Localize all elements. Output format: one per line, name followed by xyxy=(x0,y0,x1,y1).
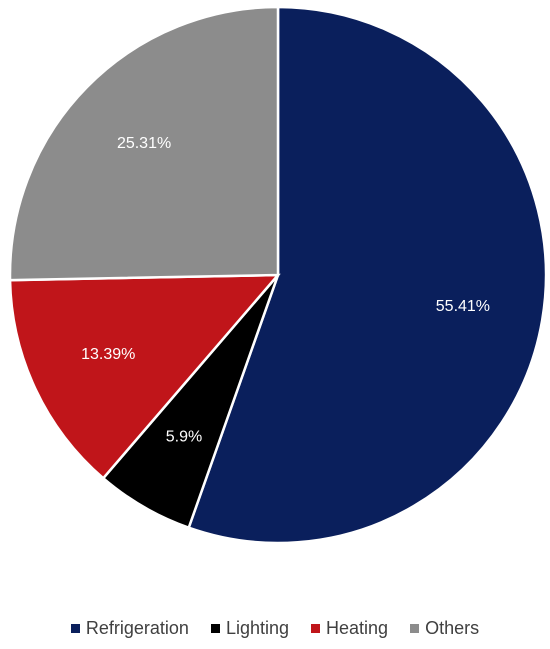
data-label-others: 25.31% xyxy=(117,135,171,152)
legend-swatch-others xyxy=(410,624,420,633)
legend-swatch-refrigeration xyxy=(70,624,80,633)
data-label-heating: 13.39% xyxy=(81,346,135,363)
legend-item-refrigeration: Refrigeration xyxy=(70,618,189,639)
pie-slices xyxy=(8,5,548,545)
legend-item-others: Others xyxy=(410,618,479,639)
legend-swatch-heating xyxy=(311,624,321,633)
pie-data-labels: 55.41% 5.9% 13.39% 25.31% xyxy=(81,135,490,446)
legend-swatch-lighting xyxy=(210,624,220,633)
data-label-refrigeration: 55.41% xyxy=(436,298,490,315)
legend-item-lighting: Lighting xyxy=(210,618,290,639)
legend-label-lighting: Lighting xyxy=(225,618,290,638)
pie-slice-others xyxy=(8,5,280,282)
legend-label-heating: Heating xyxy=(326,618,389,638)
chart-legend: Refrigeration Lighting Heating Others xyxy=(0,618,550,639)
legend-label-refrigeration: Refrigeration xyxy=(85,618,189,638)
legend-item-heating: Heating xyxy=(311,618,388,639)
pie-slice-heating xyxy=(8,273,281,480)
data-label-lighting: 5.9% xyxy=(166,429,202,446)
legend-label-others: Others xyxy=(425,618,480,638)
